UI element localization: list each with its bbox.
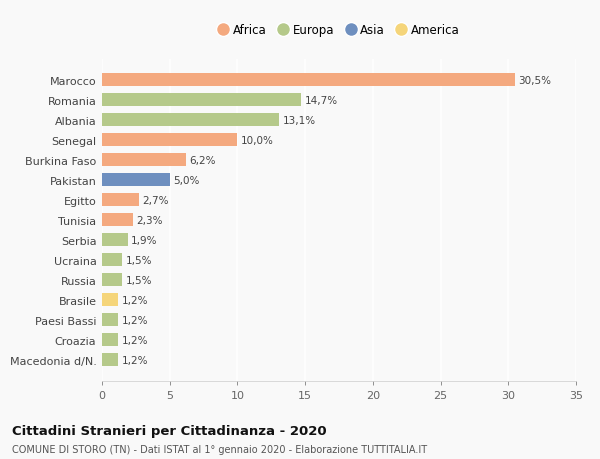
- Text: 1,2%: 1,2%: [122, 335, 148, 345]
- Bar: [102, 74, 515, 87]
- Text: 10,0%: 10,0%: [241, 135, 274, 146]
- Text: 5,0%: 5,0%: [173, 175, 199, 185]
- Bar: [102, 194, 139, 207]
- Bar: [102, 294, 118, 307]
- Bar: [102, 254, 122, 267]
- Text: 30,5%: 30,5%: [518, 76, 551, 86]
- Text: 2,3%: 2,3%: [137, 215, 163, 225]
- Text: 1,2%: 1,2%: [122, 315, 148, 325]
- Text: 14,7%: 14,7%: [304, 96, 338, 106]
- Text: Cittadini Stranieri per Cittadinanza - 2020: Cittadini Stranieri per Cittadinanza - 2…: [12, 425, 326, 437]
- Bar: [102, 174, 170, 187]
- Legend: Africa, Europa, Asia, America: Africa, Europa, Asia, America: [215, 21, 463, 40]
- Bar: [102, 94, 301, 107]
- Bar: [102, 114, 280, 127]
- Bar: [102, 134, 238, 147]
- Text: 1,2%: 1,2%: [122, 355, 148, 365]
- Text: 2,7%: 2,7%: [142, 196, 169, 205]
- Bar: [102, 313, 118, 326]
- Bar: [102, 274, 122, 286]
- Text: 1,2%: 1,2%: [122, 295, 148, 305]
- Text: COMUNE DI STORO (TN) - Dati ISTAT al 1° gennaio 2020 - Elaborazione TUTTITALIA.I: COMUNE DI STORO (TN) - Dati ISTAT al 1° …: [12, 444, 427, 454]
- Bar: [102, 334, 118, 347]
- Bar: [102, 234, 128, 247]
- Text: 1,5%: 1,5%: [126, 255, 152, 265]
- Bar: [102, 353, 118, 366]
- Bar: [102, 154, 186, 167]
- Bar: [102, 214, 133, 227]
- Text: 1,9%: 1,9%: [131, 235, 158, 245]
- Text: 13,1%: 13,1%: [283, 116, 316, 126]
- Text: 6,2%: 6,2%: [190, 156, 216, 166]
- Text: 1,5%: 1,5%: [126, 275, 152, 285]
